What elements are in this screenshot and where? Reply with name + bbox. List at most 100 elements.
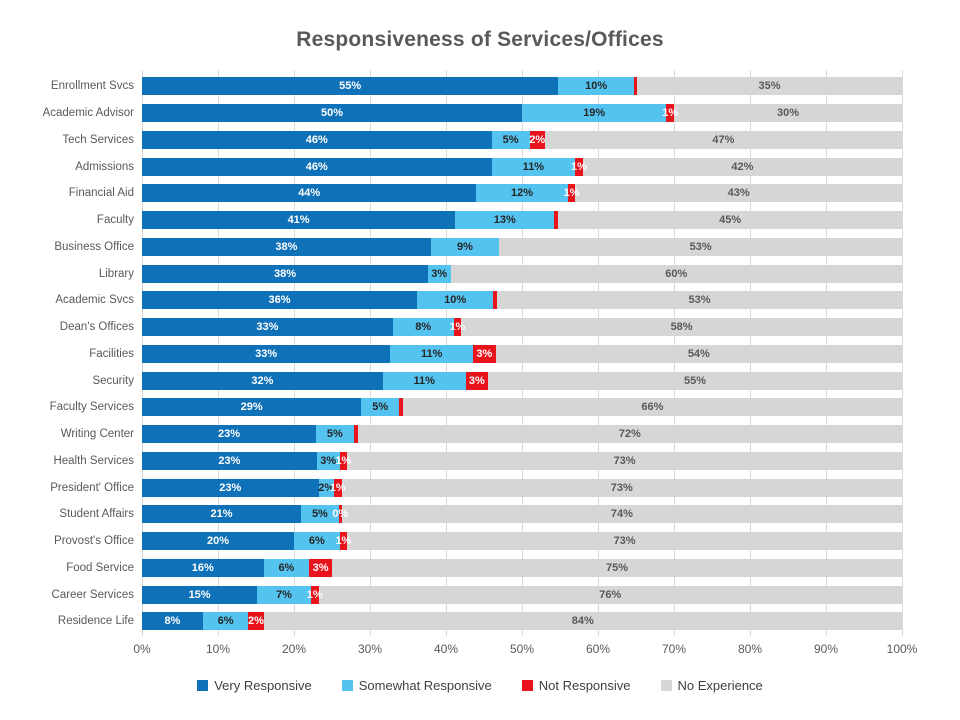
bar-segment-not-responsive: 2% — [248, 612, 264, 631]
bar-track: 41% 13% 45% — [142, 211, 902, 230]
bar-value-label: 3% — [312, 561, 329, 574]
legend-swatch-icon — [521, 680, 533, 691]
bar-value-label: 12% — [510, 187, 534, 200]
bar-segment-not-responsive: 1% — [307, 585, 323, 604]
bar-value-label: 21% — [210, 508, 233, 521]
bar-segment-very-responsive: 32% — [142, 371, 383, 390]
chart-row: Health Services 23% 3% 1% 73% — [0, 448, 960, 475]
bar-value-label: 76% — [599, 588, 622, 601]
bar-value-label: 58% — [670, 321, 693, 334]
legend-swatch-icon — [197, 680, 209, 691]
bar-track: 15% 7% 1% 76% — [142, 585, 902, 604]
bar-value-label: 3% — [476, 347, 493, 360]
bar-segment-very-responsive: 38% — [142, 264, 428, 283]
bar-value-label: 84% — [571, 615, 594, 628]
bar-segment-not-responsive — [554, 211, 559, 230]
chart-row: Residence Life 8% 6% 2% 84% — [0, 608, 960, 635]
x-axis-tick: 40% — [433, 642, 459, 656]
bar-value-label: 23% — [219, 481, 242, 494]
x-axis-tick: 80% — [737, 642, 763, 656]
legend-swatch-icon — [660, 680, 672, 691]
bar-track: 55% 10% 35% — [142, 77, 902, 96]
bar-segment-not-responsive — [399, 398, 403, 417]
bar-segment-very-responsive: 55% — [142, 77, 559, 96]
bar-value-label: 50% — [320, 107, 344, 120]
bar-value-label: 41% — [287, 214, 310, 227]
bar-value-label: 8% — [164, 615, 181, 628]
bar-value-label: 1% — [571, 160, 587, 173]
bar-segment-somewhat-responsive: 13% — [455, 211, 555, 230]
bar-segment-very-responsive: 29% — [142, 398, 362, 417]
bar-segment-very-responsive: 15% — [142, 585, 258, 604]
bar-segment-not-responsive: 3% — [309, 558, 332, 577]
chart-row: Financial Aid 44% 12% 1% 43% — [0, 180, 960, 207]
bar-value-label: 2% — [248, 615, 264, 628]
bar-segment-very-responsive: 33% — [142, 318, 393, 337]
bar-segment-very-responsive: 38% — [142, 237, 431, 256]
bar-segment-no-experience: 76% — [318, 585, 902, 604]
bar-value-label: 46% — [305, 160, 328, 173]
x-axis-tick: 50% — [509, 642, 535, 656]
bar-value-label: 1% — [335, 454, 352, 467]
bar-track: 38% 9% 53% — [142, 237, 902, 256]
legend-label: Not Responsive — [538, 678, 631, 693]
bar-segment-very-responsive: 41% — [142, 211, 456, 230]
chart-row: Provost's Office 20% 6% 1% 73% — [0, 528, 960, 555]
bar-segment-not-responsive: 3% — [465, 371, 489, 390]
bar-value-label: 60% — [665, 267, 688, 280]
bar-value-label: 3% — [320, 454, 337, 467]
chart-row: Admissions 46% 11% 1% 42% — [0, 153, 960, 180]
bar-segment-somewhat-responsive: 19% — [522, 104, 667, 123]
bar-value-label: 47% — [712, 133, 735, 146]
chart-title: Responsiveness of Services/Offices — [296, 28, 664, 51]
chart-row: Faculty Services 29% 5% 66% — [0, 394, 960, 421]
bar-value-label: 23% — [218, 454, 241, 467]
x-axis-tick: 10% — [205, 642, 231, 656]
bar-track: 8% 6% 2% 84% — [142, 612, 902, 631]
bar-track: 44% 12% 1% 43% — [142, 184, 902, 203]
bar-segment-no-experience: 84% — [263, 612, 902, 631]
bar-value-label: 66% — [641, 401, 664, 414]
bar-value-label: 36% — [268, 294, 291, 307]
bar-segment-somewhat-responsive: 2% — [318, 478, 334, 497]
bar-value-label: 11% — [413, 374, 435, 387]
bar-segment-very-responsive: 36% — [142, 291, 417, 310]
bar-segment-very-responsive: 50% — [142, 104, 522, 123]
chart-row: Food Service 16% 6% 3% 75% — [0, 555, 960, 582]
bar-segment-not-responsive: 1% — [330, 478, 346, 497]
bar-value-label: 43% — [727, 187, 750, 200]
bar-segment-somewhat-responsive: 5% — [361, 398, 400, 417]
category-label: President' Office — [50, 481, 134, 494]
category-label: Financial Aid — [68, 187, 134, 200]
category-label: Academic Svcs — [55, 294, 134, 307]
bar-value-label: 7% — [276, 588, 292, 601]
bar-segment-somewhat-responsive: 5% — [300, 505, 339, 524]
bar-segment-very-responsive: 21% — [142, 505, 301, 524]
bar-value-label: 11% — [420, 347, 443, 360]
bar-segment-no-experience: 58% — [461, 318, 902, 337]
category-label: Business Office — [54, 240, 134, 253]
bar-segment-no-experience: 55% — [488, 371, 902, 390]
bar-segment-not-responsive: 2% — [529, 130, 545, 149]
x-axis-tick: 30% — [357, 642, 383, 656]
category-label: Writing Center — [60, 428, 134, 441]
gridline — [902, 70, 903, 636]
bar-segment-no-experience: 66% — [402, 398, 902, 417]
bar-value-label: 10% — [585, 80, 608, 93]
bar-value-label: 55% — [684, 374, 707, 387]
category-label: Student Affairs — [59, 508, 134, 521]
category-label: Career Services — [51, 588, 134, 601]
bar-segment-not-responsive — [634, 77, 638, 96]
bar-segment-not-responsive — [493, 291, 498, 310]
bar-segment-no-experience: 35% — [637, 77, 902, 96]
chart-row: Academic Svcs 36% 10% 53% — [0, 287, 960, 314]
bar-segment-very-responsive: 46% — [142, 130, 492, 149]
chart-row: Enrollment Svcs 55% 10% 35% — [0, 73, 960, 100]
bar-segment-somewhat-responsive: 9% — [430, 237, 500, 256]
bar-segment-not-responsive: 1% — [662, 104, 678, 123]
chart-row: Facilities 33% 11% 3% 54% — [0, 341, 960, 368]
bar-segment-no-experience: 73% — [347, 532, 902, 551]
bar-value-label: 19% — [583, 107, 606, 120]
bar-value-label: 44% — [298, 187, 321, 200]
bar-value-label: 1% — [449, 321, 466, 334]
